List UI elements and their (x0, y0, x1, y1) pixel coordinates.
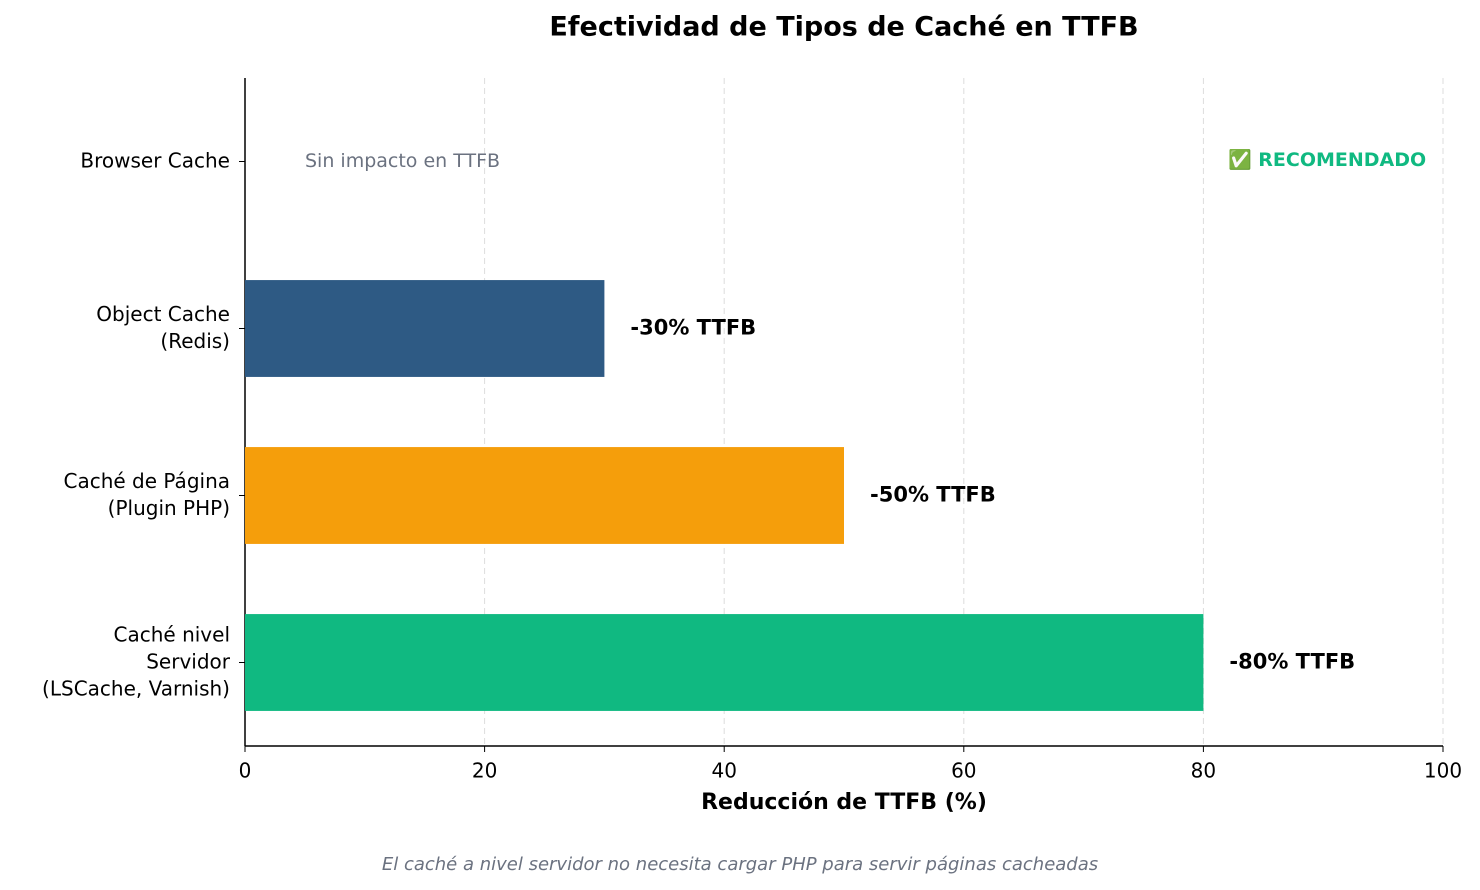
value-label: -80% TTFB (1229, 650, 1355, 674)
x-tick-label: 80 (1191, 759, 1216, 783)
y-tick-label: Caché de Página (Plugin PHP) (63, 469, 230, 520)
annotation: ✅ RECOMENDADO (1228, 148, 1426, 171)
y-tick-label: Caché nivel Servidor (LSCache, Varnish) (42, 622, 231, 700)
value-label: Sin impacto en TTFB (305, 150, 500, 172)
chart-title: Efectividad de Tipos de Caché en TTFB (549, 12, 1138, 43)
bar (245, 280, 605, 377)
x-axis-label: Reducción de TTFB (%) (701, 790, 987, 815)
bar (245, 614, 1204, 711)
x-tick-label: 100 (1424, 759, 1462, 783)
x-tick-label: 60 (951, 759, 976, 783)
y-tick-label: Object Cache (Redis) (96, 302, 230, 353)
x-tick-label: 40 (711, 759, 736, 783)
x-tick-label: 0 (239, 759, 252, 783)
value-label: -50% TTFB (870, 483, 996, 507)
bar (245, 447, 844, 544)
value-label: -30% TTFB (630, 316, 756, 340)
x-tick-label: 20 (472, 759, 497, 783)
y-tick-label: Browser Cache (80, 148, 230, 172)
footnote: El caché a nivel servidor no necesita ca… (382, 854, 1098, 875)
